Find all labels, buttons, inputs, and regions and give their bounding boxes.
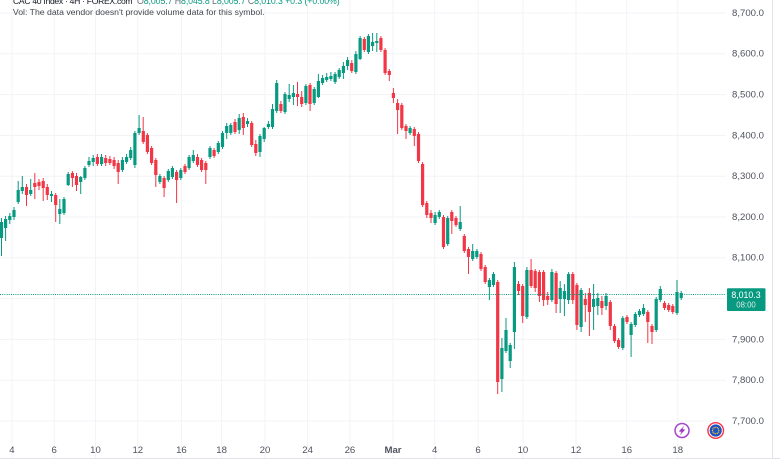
svg-text:8,400.0: 8,400.0 (732, 130, 764, 141)
svg-text:6: 6 (52, 445, 57, 456)
svg-text:18: 18 (672, 445, 683, 456)
svg-text:7,900.0: 7,900.0 (732, 334, 764, 345)
svg-text:16: 16 (621, 445, 632, 456)
svg-text:12: 12 (132, 445, 143, 456)
svg-text:24: 24 (302, 445, 313, 456)
svg-text:20: 20 (260, 445, 271, 456)
svg-text:18: 18 (216, 445, 227, 456)
svg-text:16: 16 (176, 445, 187, 456)
svg-text:8,600.0: 8,600.0 (732, 49, 764, 60)
svg-text:8,700.0: 8,700.0 (732, 8, 764, 19)
svg-text:8,100.0: 8,100.0 (732, 253, 764, 264)
svg-text:10: 10 (90, 445, 101, 456)
svg-text:8,500.0: 8,500.0 (732, 90, 764, 101)
svg-text:8,300.0: 8,300.0 (732, 171, 764, 182)
svg-text:12: 12 (571, 445, 582, 456)
svg-text:7,700.0: 7,700.0 (732, 416, 764, 427)
svg-text:7,800.0: 7,800.0 (732, 375, 764, 386)
svg-text:4: 4 (432, 445, 438, 456)
svg-text:6: 6 (475, 445, 480, 456)
svg-text:4: 4 (9, 445, 15, 456)
svg-text:Mar: Mar (384, 445, 401, 456)
svg-text:8,010.3: 8,010.3 (731, 290, 760, 300)
svg-text:26: 26 (345, 445, 356, 456)
svg-text:10: 10 (518, 445, 529, 456)
svg-text:8,200.0: 8,200.0 (732, 212, 764, 223)
svg-text:08:00: 08:00 (736, 300, 756, 309)
